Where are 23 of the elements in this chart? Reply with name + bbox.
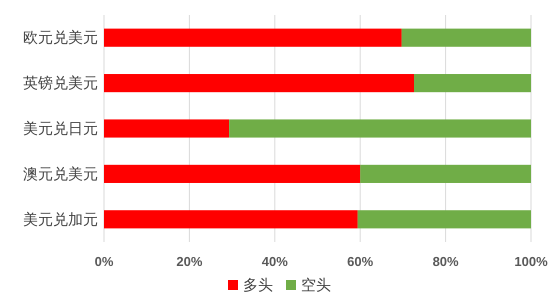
bar [229, 119, 531, 138]
bar [358, 210, 531, 228]
x-tick-label: 0% [94, 254, 114, 269]
y-tick-label: 美元兑加元 [23, 211, 98, 228]
x-tick-label: 80% [432, 254, 460, 269]
x-tick-label: 60% [347, 254, 374, 269]
y-tick-label: 美元兑日元 [23, 120, 98, 138]
legend-label: 多头 [243, 277, 273, 294]
y-tick-label: 欧元兑美元 [23, 30, 98, 47]
bar [104, 119, 230, 138]
bar [104, 210, 358, 228]
bar [104, 164, 360, 183]
y-tick-label: 英镑兑美元 [23, 75, 98, 92]
bar [402, 28, 531, 47]
bar [104, 74, 414, 92]
x-tick-label: 20% [176, 254, 203, 269]
y-tick-label: 澳元兑美元 [23, 166, 98, 183]
bar [104, 28, 402, 47]
bar [414, 74, 531, 92]
x-tick-label: 100% [514, 254, 548, 269]
x-tick-label: 40% [262, 254, 288, 269]
bar [360, 164, 531, 183]
legend-label: 空头 [301, 277, 331, 294]
